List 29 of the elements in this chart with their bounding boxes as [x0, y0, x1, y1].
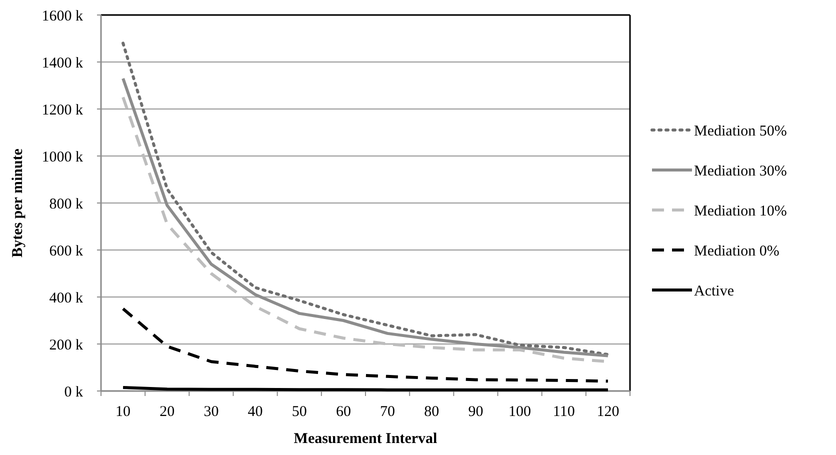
legend-label: Mediation 50%: [694, 123, 787, 140]
x-axis-title: Measurement Interval: [294, 431, 438, 447]
x-tick-label: 120: [596, 404, 620, 420]
x-tick-label: 100: [508, 404, 532, 420]
x-tick-label: 90: [468, 404, 484, 420]
y-tick-label: 1200 k: [42, 102, 84, 118]
y-axis-title: Bytes per minute: [10, 148, 26, 258]
x-tick-label: 60: [336, 404, 351, 420]
legend-label: Mediation 10%: [694, 203, 787, 220]
x-tick-label: 10: [116, 404, 131, 420]
y-tick-label: 600 k: [49, 243, 84, 260]
x-tick-label: 40: [248, 404, 263, 420]
y-tick-label: 200 k: [49, 337, 84, 354]
x-tick-label: 30: [204, 404, 219, 420]
legend-label: Active: [694, 283, 734, 300]
x-tick-label: 70: [380, 404, 396, 420]
y-tick-label: 0 k: [64, 384, 84, 400]
x-tick-label: 110: [552, 404, 575, 420]
y-tick-label: 1600 k: [42, 8, 84, 24]
y-tick-label: 1400 k: [42, 55, 84, 72]
y-tick-label: 800 k: [49, 196, 84, 212]
x-tick-label: 20: [160, 404, 175, 420]
y-tick-label: 1000 k: [42, 149, 84, 166]
legend-label: Mediation 30%: [694, 163, 787, 180]
line-series: [122, 307, 610, 383]
y-tick-label: 400 k: [49, 290, 84, 306]
x-tick-label: 50: [292, 404, 307, 420]
x-tick-label: 80: [424, 404, 440, 420]
legend-label: Mediation 0%: [694, 243, 780, 260]
